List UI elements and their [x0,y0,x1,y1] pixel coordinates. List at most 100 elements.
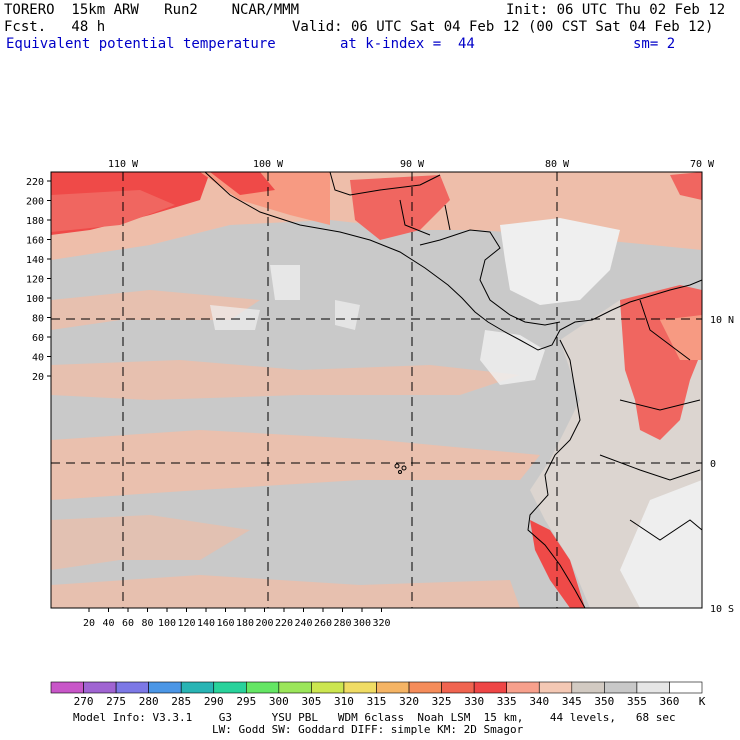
lon-label: 80 W [545,159,570,170]
x-tick-label: 80 [141,618,153,629]
valid-time: Valid: 06 UTC Sat 04 Feb 12 (00 CST Sat … [292,19,714,35]
color-bar-swatch [604,681,638,694]
lon-label: 100 W [253,159,284,170]
color-bar-swatch [669,681,703,694]
contour-325-northwest [51,190,175,232]
color-bar-swatch [473,681,507,694]
lon-label: 70 W [690,159,715,170]
color-bar-label: 300 [269,695,289,708]
galapagos-islands [394,463,407,474]
color-bar-label: 360 [660,695,680,708]
lon-label: 110 W [108,159,139,170]
color-bar-label: 310 [334,695,354,708]
venezuela-border [639,299,691,361]
color-bar-label: 320 [399,695,419,708]
honduras-border [444,204,451,231]
contour-360-amazon [620,480,702,608]
y-tick-label: 80 [32,314,44,325]
color-bar-swatch [148,681,182,694]
color-bar-swatch [83,681,117,694]
y-tick-label: 40 [32,353,44,364]
contour-360-panama-bight [480,330,545,385]
x-tick-label: 220 [275,618,293,629]
color-bar-label: 295 [236,695,256,708]
y-tick-label: 120 [26,275,44,286]
color-bar-label: 280 [139,695,159,708]
y-axis-ticks: 220 200 180 160 140 120 100 80 60 40 20 [26,177,51,383]
x-axis-ticks: 20 40 60 80 100 120 140 160 180 200 220 240 260 280 30… [83,608,391,629]
color-bar-swatch [506,681,540,694]
south-america-west-coast [527,339,586,609]
x-tick-label: 180 [236,618,254,629]
contour-340-band-b [51,360,520,400]
contour-360-caribbean [500,218,620,305]
contour-330-caribbean [670,172,702,200]
color-bar-swatch [408,681,442,694]
graticule [51,172,702,608]
color-bar-label: 290 [204,695,224,708]
level-index: at k-index = 44 [340,36,475,52]
brazil-border [629,519,703,541]
field-name: Equivalent potential temperature [6,36,276,52]
x-tick-label: 40 [102,618,114,629]
color-bar-swatch [538,681,573,694]
y-tick-label: 180 [26,216,44,227]
color-bar-unit: K [699,695,706,708]
init-time: Init: 06 UTC Thu 02 Feb 12 [506,2,726,18]
x-tick-label: 280 [333,618,351,629]
belize-border [399,199,431,236]
longitude-labels: 110 W 100 W 90 W 80 W 70 W [108,159,715,170]
latitude-labels: 10 N 0 10 S [710,315,734,615]
forecast-hour: Fcst. 48 h [4,19,106,35]
contour-360-patch-b [210,305,260,330]
color-bar-swatch [180,681,215,694]
y-tick-label: 100 [26,294,44,305]
contour-340-band-a [51,290,260,330]
y-tick-label: 160 [26,236,44,247]
x-tick-label: 100 [158,618,176,629]
color-bar-swatch [571,681,605,694]
x-tick-label: 120 [177,618,195,629]
color-bar-swatch [636,681,670,694]
y-tick-label: 200 [26,197,44,208]
model-title: TORERO 15km ARW Run2 NCAR/MMM [4,2,300,18]
y-tick-label: 60 [32,333,44,344]
color-bar-swatch [115,681,149,694]
peru-border [599,454,701,481]
contour-360-patch-c [335,300,360,330]
color-bar-label: 275 [106,695,126,708]
x-tick-label: 320 [372,618,390,629]
contour-340-band-c [51,430,540,500]
color-bar-swatch [376,681,410,694]
contour-340-band-d [51,515,250,570]
model-info: Model Info: V3.3.1 G3 YSU PBL WDM 6class… [73,711,676,724]
x-tick-label: 20 [83,618,95,629]
contour-335-colombia [660,315,702,360]
physics-info: LW: Godd SW: Goddard DIFF: simple KM: 2D… [212,723,524,736]
color-bar-label: 270 [74,695,94,708]
color-bar-label: 285 [171,695,191,708]
contour-360-patch-a [270,265,300,300]
color-bar-label: 355 [627,695,647,708]
plot-area [50,171,703,609]
color-bar-swatch [311,681,345,694]
smoothing-value: sm= 2 [633,36,676,52]
contour-340-south [51,575,520,608]
color-bar-swatch [246,681,280,694]
color-bar-label: 315 [367,695,387,708]
y-tick-label: 20 [32,372,44,383]
colombia-border [619,399,701,411]
color-bar-label: 345 [562,695,582,708]
x-tick-label: 240 [294,618,312,629]
color-bar-swatch [441,681,475,694]
gulf-coastline [329,171,441,196]
lat-label: 10 S [710,604,734,615]
color-bar-swatch [343,681,377,694]
caribbean-coastline [419,229,561,326]
color-bar-label: 350 [594,695,614,708]
x-tick-label: 300 [353,618,371,629]
color-bar-swatch [278,681,312,694]
x-tick-label: 160 [216,618,234,629]
color-bar-label: 335 [497,695,517,708]
lat-label: 0 [710,459,716,470]
